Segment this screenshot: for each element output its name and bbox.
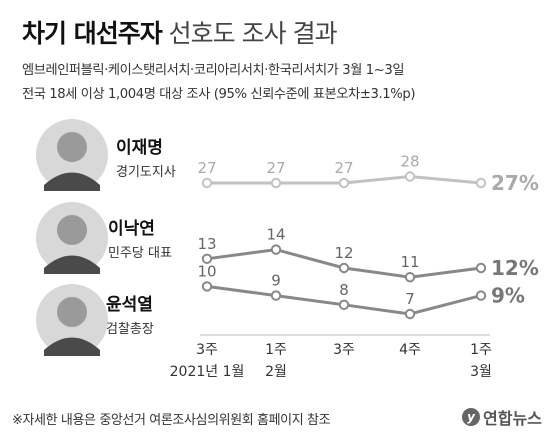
logo: y 연합뉴스: [462, 405, 542, 429]
data-point: [475, 262, 487, 274]
data-point: [338, 299, 350, 310]
candidate-photo-3: [36, 284, 108, 356]
data-label-final: 12%: [491, 256, 539, 280]
data-label: 12: [334, 244, 353, 262]
data-point: [270, 177, 282, 189]
candidate-role-3: 검찰총장: [106, 322, 154, 337]
candidate-name-3: 윤석열: [106, 295, 153, 315]
data-label: 9: [271, 272, 281, 290]
subtitle-line-1: 엠브레인퍼블릭·케이스탯리서치·코리아리서치·한국리서치가 3월 1~3일: [22, 63, 405, 78]
data-point: [404, 308, 416, 320]
candidate-role-2: 민주당 대표: [108, 246, 172, 261]
data-point: [338, 177, 350, 189]
data-point: [270, 290, 282, 301]
data-label: 14: [266, 226, 285, 244]
candidate-photo-1: [36, 119, 108, 191]
title-bold: 차기 대선주자: [22, 19, 163, 48]
data-label: 11: [400, 253, 419, 271]
data-label: 28: [400, 153, 419, 171]
data-point: [201, 253, 213, 264]
x-tick-sublabel: 3월: [470, 364, 492, 380]
x-tick-label: 1주: [470, 342, 492, 358]
footnote: ※자세한 내용은 중앙선거 여론조사심의위원회 홈페이지 참조: [12, 413, 331, 428]
data-label: 27: [266, 159, 285, 177]
title-light: 선호도 조사 결과: [168, 19, 338, 48]
data-label: 27: [197, 159, 216, 177]
data-label: 10: [197, 262, 216, 280]
x-tick-sublabel: 2021년 1월: [170, 364, 245, 380]
data-label: 8: [339, 281, 349, 299]
logo-icon: y: [462, 408, 480, 426]
data-label: 13: [197, 235, 216, 253]
candidate-name-1: 이재명: [116, 138, 163, 158]
chart-title: 차기 대선주자 선호도 조사 결과: [22, 14, 338, 50]
x-tick-sublabel: 2월: [265, 364, 287, 380]
x-tick-label: 4주: [399, 342, 421, 358]
candidate-photo-2: [36, 202, 108, 274]
x-tick-label: 1주: [265, 342, 287, 358]
data-label: 27: [334, 159, 353, 177]
x-tick-label: 3주: [196, 342, 218, 358]
data-label-final: 27%: [491, 171, 539, 195]
data-label-final: 9%: [491, 284, 525, 308]
logo-text: 연합뉴스: [483, 409, 542, 428]
data-label: 7: [405, 290, 415, 308]
data-point: [404, 272, 416, 283]
data-point: [270, 244, 282, 255]
subtitle-line-2: 전국 18세 이상 1,004명 대상 조사 (95% 신뢰수준에 표본오차±3…: [22, 87, 416, 102]
data-point: [338, 262, 350, 274]
data-point: [404, 171, 416, 182]
data-point: [201, 281, 213, 292]
data-point: [201, 177, 213, 189]
data-point: [475, 177, 487, 189]
candidate-role-1: 경기도지사: [116, 165, 176, 180]
x-tick-label: 3주: [333, 342, 355, 358]
data-point: [475, 290, 487, 301]
candidate-name-2: 이낙연: [108, 219, 155, 239]
